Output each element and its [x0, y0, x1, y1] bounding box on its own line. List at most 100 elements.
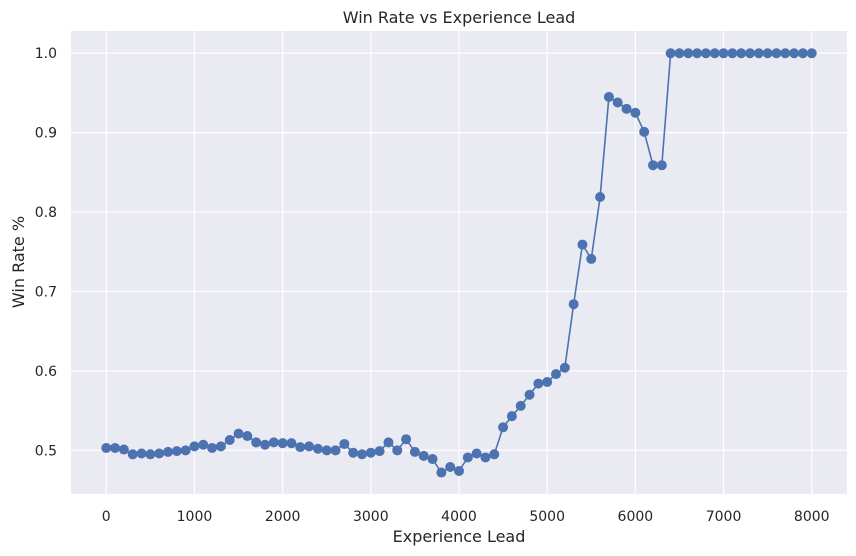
data-point — [727, 48, 738, 59]
y-tick-label: 0.6 — [35, 364, 57, 380]
y-tick-label: 1.0 — [35, 46, 57, 62]
data-point — [383, 437, 394, 448]
y-tick-label: 0.7 — [35, 284, 57, 300]
data-point — [145, 449, 156, 460]
x-tick-label: 6000 — [618, 509, 654, 525]
data-point — [656, 160, 667, 171]
data-point — [286, 438, 297, 449]
y-tick-label: 0.8 — [35, 205, 57, 221]
data-point — [577, 239, 588, 250]
data-point — [454, 465, 464, 476]
data-point — [639, 126, 650, 137]
data-point — [357, 449, 367, 460]
y-tick-labels: 0.5 0.6 0.7 0.8 0.9 1.0 — [35, 46, 57, 459]
x-tick-label: 8000 — [794, 509, 830, 525]
data-point — [163, 446, 173, 457]
data-point — [462, 452, 473, 463]
data-point — [709, 48, 720, 59]
data-point — [445, 462, 456, 472]
data-point — [586, 253, 597, 264]
data-point — [718, 48, 729, 59]
x-tick-label: 7000 — [706, 509, 742, 525]
data-point — [771, 48, 782, 59]
data-point — [524, 389, 535, 400]
data-point — [683, 48, 694, 59]
data-point — [392, 445, 403, 456]
data-point — [780, 48, 791, 59]
data-point — [762, 48, 773, 59]
data-point — [568, 299, 579, 310]
data-point — [312, 443, 323, 454]
x-tick-label: 1000 — [177, 509, 213, 525]
data-point — [321, 445, 332, 456]
x-tick-label: 5000 — [529, 509, 565, 525]
data-point — [753, 48, 764, 59]
data-point — [339, 438, 350, 449]
data-point — [348, 447, 359, 458]
data-point — [427, 454, 438, 465]
data-point — [603, 91, 614, 102]
data-point — [630, 107, 641, 118]
data-point — [789, 48, 800, 59]
data-point — [171, 446, 182, 457]
data-point — [189, 441, 200, 452]
data-point — [224, 435, 235, 445]
data-point — [745, 48, 755, 59]
data-point — [533, 378, 544, 389]
data-point — [401, 434, 412, 445]
x-tick-label: 4000 — [441, 509, 477, 525]
data-point — [180, 445, 191, 456]
y-axis-label: Win Rate % — [9, 216, 28, 308]
data-point — [260, 439, 270, 450]
data-point — [127, 449, 138, 460]
data-point — [489, 449, 500, 460]
x-tick-label: 0 — [102, 509, 111, 525]
grid-lines — [71, 31, 847, 494]
data-point — [621, 103, 632, 114]
data-point — [480, 452, 491, 463]
data-point — [806, 48, 817, 59]
data-point — [436, 467, 447, 478]
data-point — [418, 450, 429, 461]
data-point — [304, 441, 315, 452]
data-point — [471, 448, 482, 459]
data-point — [648, 160, 658, 171]
chart-title: Win Rate vs Experience Lead — [343, 8, 576, 27]
data-point — [207, 442, 218, 453]
data-point — [330, 445, 341, 456]
data-point — [674, 48, 685, 59]
data-point — [498, 422, 509, 433]
data-point — [612, 97, 623, 108]
data-point — [559, 362, 570, 373]
data-point — [198, 439, 209, 450]
data-point — [268, 437, 279, 448]
data-point — [101, 442, 112, 453]
data-point — [110, 442, 121, 453]
y-tick-label: 0.5 — [35, 443, 57, 459]
data-point — [736, 48, 747, 59]
data-point — [233, 428, 244, 439]
series-win-rate — [101, 48, 817, 478]
data-point — [295, 442, 306, 453]
data-point — [506, 411, 517, 422]
data-point — [409, 446, 420, 457]
data-point — [251, 437, 262, 448]
data-point — [692, 48, 703, 59]
data-point — [665, 48, 676, 59]
data-point — [700, 48, 711, 59]
x-tick-label: 2000 — [265, 509, 301, 525]
data-point — [551, 369, 561, 380]
data-point — [242, 431, 253, 442]
data-point — [374, 446, 385, 457]
data-point — [215, 441, 226, 452]
x-axis-label: Experience Lead — [393, 527, 526, 546]
data-point — [595, 191, 606, 202]
data-point — [365, 447, 376, 458]
data-point — [542, 377, 553, 388]
data-point — [118, 444, 129, 455]
x-tick-label: 3000 — [353, 509, 389, 525]
data-point — [515, 400, 526, 411]
data-point — [277, 438, 288, 449]
x-tick-labels: 0 1000 2000 3000 4000 5000 6000 7000 8000 — [102, 509, 830, 525]
